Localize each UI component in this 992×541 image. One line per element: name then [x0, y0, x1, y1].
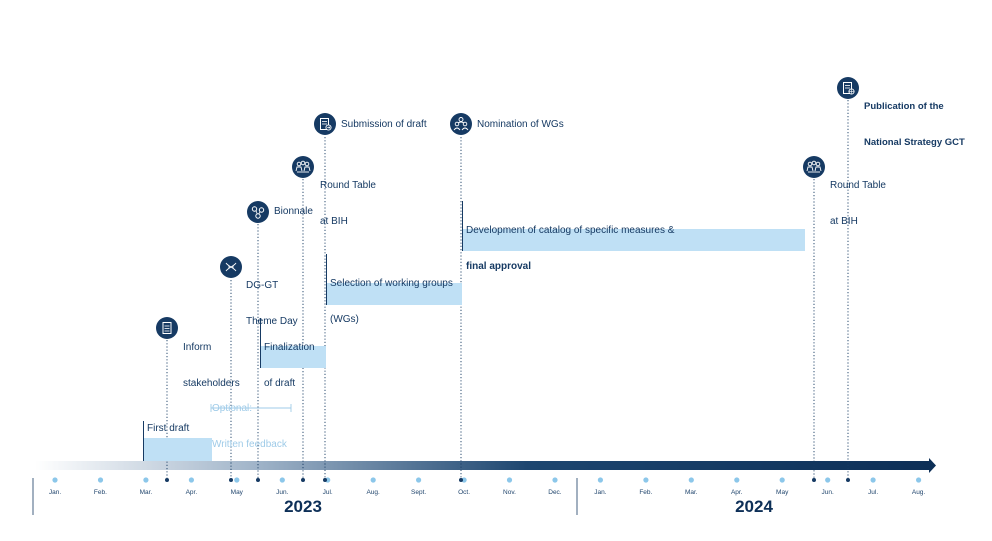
label-first-draft: First draft — [147, 423, 190, 434]
label-selection-wg: Selection of working groups (WGs) — [330, 278, 453, 325]
label-submission: Submission of draft — [341, 119, 427, 130]
group-icon — [450, 113, 472, 135]
month-label: Aug. — [366, 489, 380, 496]
label-round-table-2: Round Table at BIH — [830, 180, 886, 227]
month-label: Jan. — [48, 489, 62, 496]
month-label: Mar. — [139, 489, 153, 496]
month-label: May — [776, 489, 789, 496]
people-table-icon — [803, 156, 825, 178]
month-label: Apr. — [185, 489, 198, 496]
month-dot — [552, 477, 558, 483]
bar-first-draft — [143, 438, 212, 461]
month-label: Jul. — [868, 489, 879, 496]
month-dot — [143, 477, 149, 483]
month-label: Aug. — [911, 489, 926, 496]
dna-icon — [220, 256, 242, 278]
month-dot — [506, 477, 513, 483]
label-dggt-theme-day: DG-GT Theme Day — [246, 280, 298, 327]
event-dot — [229, 478, 233, 482]
connectors — [166, 100, 849, 478]
month-label: Oct. — [458, 489, 470, 496]
event-dot — [846, 478, 850, 482]
month-dot — [688, 477, 694, 483]
month-dot — [597, 477, 604, 483]
label-publication: Publication of the National Strategy GCT — [864, 101, 965, 148]
event-dot — [323, 478, 327, 482]
month-dot — [52, 477, 58, 483]
marker-development — [462, 201, 464, 251]
month-label: Dec. — [548, 489, 562, 496]
month-label: Sept. — [411, 489, 427, 496]
label-nomination: Nomination of WGs — [477, 119, 564, 130]
people-table-icon — [292, 156, 314, 178]
month-label: Jun. — [821, 489, 834, 496]
year-2024: 2024 — [735, 497, 773, 516]
event-dot — [812, 478, 816, 482]
label-finalization: Finalization of draft — [264, 342, 315, 389]
label-round-table-1: Round Table at BIH — [320, 180, 376, 227]
marker-first-draft — [143, 421, 145, 461]
label-inform-stakeholders: Inform stakeholders — [183, 342, 240, 389]
event-dots — [165, 478, 850, 482]
month-dot — [416, 477, 422, 483]
month-label: Mar. — [684, 489, 698, 496]
month-label: Jun. — [276, 489, 289, 496]
year-2023: 2023 — [284, 497, 322, 516]
document-globe-icon — [837, 77, 859, 99]
month-dot — [734, 477, 740, 483]
document-submit-icon — [314, 113, 336, 135]
event-dot — [459, 478, 463, 482]
month-label: Feb. — [639, 489, 653, 496]
timeline-arrowhead — [929, 458, 936, 473]
molecule-icon — [247, 201, 269, 223]
event-dot — [165, 478, 169, 482]
document-icon — [156, 317, 178, 339]
month-dot — [779, 477, 785, 483]
month-dot — [870, 477, 876, 483]
month-dot — [97, 477, 104, 483]
month-dot — [188, 477, 194, 483]
bar-development — [462, 229, 805, 251]
month-label: Nov. — [503, 489, 516, 496]
month-dot — [370, 477, 376, 483]
month-label: Feb. — [93, 489, 107, 496]
month-label: Apr. — [730, 489, 743, 496]
month-label: Jan. — [594, 489, 607, 496]
event-dot — [301, 478, 305, 482]
optional-feedback-bracket — [210, 404, 292, 412]
month-dot — [234, 477, 240, 483]
bar-selection-wg — [326, 283, 462, 305]
month-label: Jul. — [322, 489, 333, 496]
month-label: May — [230, 489, 243, 496]
marker-selection-wg — [326, 254, 328, 305]
label-optional-feedback: Optional: Written feedback — [212, 403, 287, 450]
month-dot — [825, 477, 831, 483]
label-development: Development of catalog of specific measu… — [466, 225, 675, 272]
month-dots — [52, 477, 922, 483]
month-dot — [916, 477, 922, 483]
month-dot — [643, 477, 649, 483]
month-dot — [279, 477, 285, 483]
month-dot — [461, 477, 467, 483]
timeline-axis — [35, 461, 930, 470]
event-dot — [256, 478, 260, 482]
marker-finalization — [260, 318, 262, 368]
label-bionnale: Bionnale — [274, 206, 313, 217]
bar-finalization — [260, 346, 326, 368]
